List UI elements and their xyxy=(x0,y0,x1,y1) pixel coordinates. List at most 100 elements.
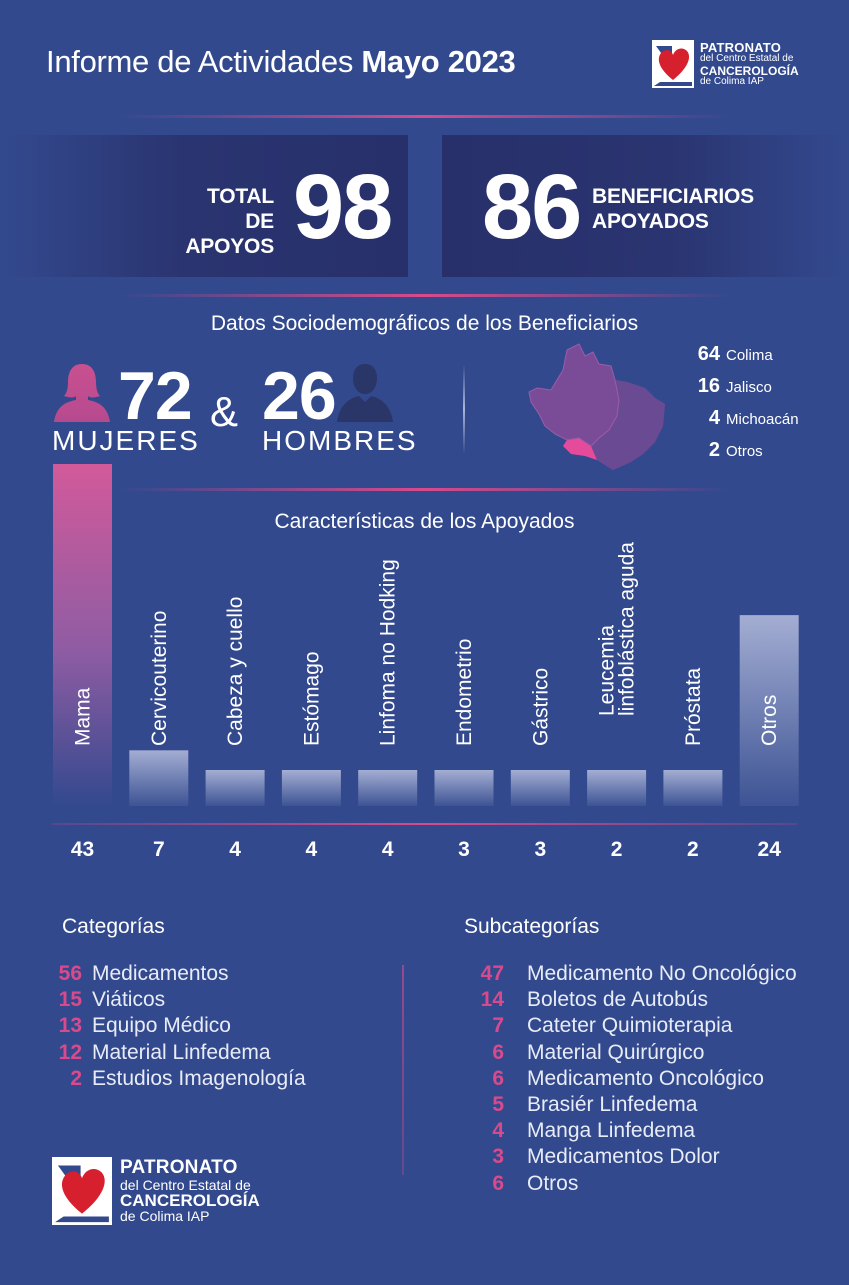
item-label: Medicamento No Oncológico xyxy=(527,962,797,985)
item-label: Material Linfedema xyxy=(92,1040,271,1064)
item-label: Cateter Quimioterapia xyxy=(527,1014,733,1038)
item-label: Boletos de Autobús xyxy=(527,988,708,1012)
state-value: 2 xyxy=(708,439,720,461)
bar-1 xyxy=(53,464,112,806)
category-label-3: Cabeza y cuello xyxy=(224,597,247,746)
item-value: 6 xyxy=(492,1040,504,1064)
state-value: 64 xyxy=(697,343,720,365)
bar-3 xyxy=(205,770,265,806)
chart-title: Características de los Apoyados xyxy=(275,510,575,533)
value-label-10: 24 xyxy=(758,838,782,861)
bar-9 xyxy=(663,770,723,806)
item-label: Otros xyxy=(527,1171,579,1195)
bar-7 xyxy=(510,770,570,806)
beneficiarios-label: BENEFICIARIOS APOYADOS xyxy=(592,185,754,234)
category-label-2: Cervicouterino xyxy=(148,611,171,746)
item-label: Manga Linfedema xyxy=(527,1119,696,1143)
state-name: Otros xyxy=(726,443,763,460)
logo-line1: PATRONATO xyxy=(700,40,781,56)
lists-divider xyxy=(402,965,404,1175)
item-value: 6 xyxy=(492,1171,504,1195)
state-name: Jalisco xyxy=(726,379,772,396)
total-apoyos-label: TOTAL DE APOYOS xyxy=(185,185,274,259)
list-item: 14 Boletos de Autobús xyxy=(464,988,797,1014)
state-value: 4 xyxy=(708,407,720,429)
item-value: 13 xyxy=(58,1014,82,1038)
heart-logo-icon xyxy=(52,1157,112,1225)
heart-logo-icon xyxy=(652,40,694,88)
logo-line3: CANCEROLOGÍA xyxy=(700,63,799,78)
title-prefix: Informe de Actividades xyxy=(46,44,354,79)
list-item: 12 Material Linfedema xyxy=(30,1041,306,1067)
header-logo: PATRONATO del Centro Estatal de CANCEROL… xyxy=(652,40,799,88)
ampersand: & xyxy=(210,388,239,435)
item-value: 5 xyxy=(492,1092,504,1116)
item-label: Material Quirúrgico xyxy=(527,1040,705,1064)
chart-axis-line xyxy=(52,823,797,825)
state-name: Michoacán xyxy=(726,411,799,428)
divider-top xyxy=(120,115,730,118)
item-label: Estudios Imagenología xyxy=(92,1066,306,1090)
logo-line2: del Centro Estatal de xyxy=(700,53,794,65)
category-label-8: Leucemialinfoblástica aguda xyxy=(596,542,639,716)
footer-logo: PATRONATO del Centro Estatal de CANCEROL… xyxy=(52,1157,260,1225)
value-label-7: 3 xyxy=(534,838,546,861)
logo-line1: PATRONATO xyxy=(120,1157,238,1179)
bar-10 xyxy=(739,615,799,806)
subcategorias-title: Subcategorías xyxy=(464,915,600,938)
item-value: 47 xyxy=(480,962,504,985)
value-label-1: 43 xyxy=(71,838,94,861)
categorias-title: Categorías xyxy=(62,915,165,938)
state-row: 4 Michoacán xyxy=(690,407,799,439)
bar-2 xyxy=(129,750,189,806)
list-item: 3 Medicamentos Dolor xyxy=(464,1145,797,1171)
women-value: 72 xyxy=(118,358,193,434)
bar-6 xyxy=(434,770,494,806)
men-label: HOMBRES xyxy=(262,425,418,456)
bar-5 xyxy=(358,770,418,806)
logo-line4: de Colima IAP xyxy=(700,75,764,87)
category-label-9: Próstata xyxy=(682,667,705,746)
list-item: 4 Manga Linfedema xyxy=(464,1119,797,1145)
value-label-6: 3 xyxy=(458,838,470,861)
item-value: 4 xyxy=(492,1119,504,1143)
item-value: 7 xyxy=(492,1014,504,1038)
item-label: Medicamentos xyxy=(92,962,229,985)
item-value: 15 xyxy=(58,988,82,1012)
list-item: 13 Equipo Médico xyxy=(30,1014,306,1040)
logo-text: PATRONATO del Centro Estatal de CANCEROL… xyxy=(700,41,799,87)
value-label-8: 2 xyxy=(611,838,623,861)
item-value: 56 xyxy=(58,962,82,985)
list-item: 5 Brasiér Linfedema xyxy=(464,1093,797,1119)
beneficiarios-panel: 86 BENEFICIARIOS APOYADOS xyxy=(442,135,849,277)
list-item: 56 Medicamentos xyxy=(30,962,306,988)
item-value: 6 xyxy=(492,1066,504,1090)
category-label-1: Mama xyxy=(72,687,95,746)
category-label-5: Linfoma no Hodking xyxy=(377,559,400,746)
jalisco-colima-map-icon xyxy=(527,342,672,477)
category-label-4: Estómago xyxy=(300,651,323,746)
woman-silhouette-icon xyxy=(52,360,112,427)
value-label-4: 4 xyxy=(306,838,318,861)
item-value: 2 xyxy=(70,1066,82,1090)
man-silhouette-icon xyxy=(335,360,395,427)
state-row: 64 Colima xyxy=(690,343,799,375)
state-row: 2 Otros xyxy=(690,439,799,471)
logo-line2: del Centro Estatal de xyxy=(120,1176,251,1193)
women-label: MUJERES xyxy=(52,425,200,456)
value-label-5: 4 xyxy=(382,838,394,861)
divider-socio xyxy=(120,294,730,297)
logo-text: PATRONATO del Centro Estatal de CANCEROL… xyxy=(120,1157,260,1225)
bar-8 xyxy=(587,770,647,806)
bar-chart: Características de los Apoyados Mama Cerv… xyxy=(52,464,799,861)
logo-line4: de Colima IAP xyxy=(120,1208,210,1225)
list-item: 6 Material Quirúrgico xyxy=(464,1041,797,1067)
category-label-10: Otros xyxy=(758,695,781,746)
value-label-2: 7 xyxy=(153,838,165,861)
title-month: Mayo 2023 xyxy=(361,44,516,79)
item-value: 3 xyxy=(492,1145,504,1169)
list-item: 7 Cateter Quimioterapia xyxy=(464,1014,797,1040)
list-item: 15 Viáticos xyxy=(30,988,306,1014)
item-label: Medicamentos Dolor xyxy=(527,1145,720,1169)
item-value: 14 xyxy=(480,988,504,1012)
